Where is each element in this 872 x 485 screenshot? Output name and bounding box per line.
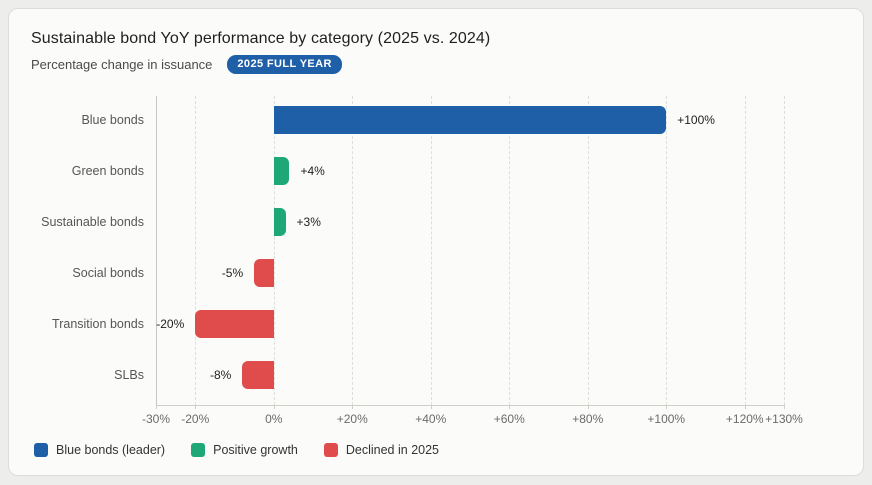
- gridline: [352, 96, 354, 405]
- x-tick-mark: [509, 405, 511, 409]
- x-tick-mark: [195, 405, 197, 409]
- category-label-green-bonds: Green bonds: [71, 164, 144, 178]
- chart-card: Sustainable bond YoY performance by cate…: [8, 8, 864, 476]
- value-label-slbs: -8%: [210, 368, 232, 382]
- chart-header: Sustainable bond YoY performance by cate…: [31, 30, 490, 74]
- x-tick-mark: [430, 405, 432, 409]
- gridline: [273, 96, 275, 405]
- category-label-sustainable-bonds: Sustainable bonds: [41, 215, 144, 229]
- value-label-transition-bonds: -20%: [156, 317, 185, 331]
- x-tick-label: -20%: [181, 412, 210, 426]
- gridline: [587, 96, 589, 405]
- x-tick-label: +40%: [415, 412, 447, 426]
- bar-social-bonds: [254, 259, 274, 287]
- x-axis-line: [156, 405, 784, 406]
- legend-item-positive-growth: Positive growth: [191, 443, 298, 457]
- x-tick-mark: [156, 405, 157, 409]
- gridline: [509, 96, 511, 405]
- legend-label: Positive growth: [213, 443, 298, 457]
- legend-swatch-icon: [191, 443, 206, 457]
- value-label-green-bonds: +4%: [300, 164, 325, 178]
- y-axis-line: [156, 96, 157, 405]
- x-tick-label: +80%: [572, 412, 604, 426]
- x-tick-mark: [744, 405, 746, 409]
- category-label-slbs: SLBs: [114, 368, 144, 382]
- x-tick-label: +130%: [765, 412, 803, 426]
- bar-chart: -30% -20% 0% +20% +40% +60% +80% +100% +120% +130…: [9, 9, 863, 475]
- category-label-social-bonds: Social bonds: [72, 266, 144, 280]
- bar-sustainable-bonds: [273, 208, 286, 236]
- value-label-social-bonds: -5%: [221, 266, 244, 280]
- x-tick-label: +20%: [336, 412, 368, 426]
- chart-title: Sustainable bond YoY performance by cate…: [31, 30, 491, 47]
- gridline: [666, 96, 668, 405]
- x-tick-mark: [352, 405, 354, 409]
- x-tick-label: +100%: [647, 412, 686, 426]
- x-tick-mark: [784, 405, 785, 409]
- subtitle-row: Percentage change in issuance 2025 FULL …: [31, 55, 490, 74]
- x-tick-label: 0%: [265, 412, 283, 426]
- bar-slbs: [242, 361, 274, 389]
- legend-item-blue-bonds-leader: Blue bonds (leader): [34, 443, 165, 457]
- bar-green-bonds: [273, 157, 290, 185]
- x-tick-label: +60%: [493, 412, 525, 426]
- chart-subtitle: Percentage change in issuance: [31, 57, 213, 72]
- category-label-blue-bonds: Blue bonds: [81, 113, 144, 127]
- x-tick-mark: [273, 405, 275, 409]
- gridline: [195, 96, 197, 405]
- legend-label: Blue bonds (leader): [56, 443, 166, 457]
- legend-label: Declined in 2025: [345, 443, 439, 457]
- legend-swatch-icon: [323, 443, 338, 457]
- x-tick-label: -30%: [141, 412, 170, 426]
- bar-transition-bonds: [195, 310, 274, 338]
- value-label-blue-bonds: +100%: [677, 113, 715, 127]
- legend-swatch-icon: [34, 443, 48, 457]
- chart-legend: Blue bonds (leader) Positive growth Declin…: [34, 443, 439, 457]
- gridline: [784, 96, 785, 405]
- full-year-badge: 2025 FULL YEAR: [227, 55, 342, 74]
- legend-item-declined-in-2025: Declined in 2025: [323, 443, 439, 457]
- x-tick-label: +120%: [725, 412, 764, 426]
- gridline: [430, 96, 432, 405]
- bar-blue-bonds: [273, 106, 667, 134]
- x-tick-mark: [666, 405, 668, 409]
- x-tick-mark: [587, 405, 589, 409]
- gridline: [744, 96, 746, 405]
- category-label-transition-bonds: Transition bonds: [52, 317, 144, 331]
- value-label-sustainable-bonds: +3%: [296, 215, 321, 229]
